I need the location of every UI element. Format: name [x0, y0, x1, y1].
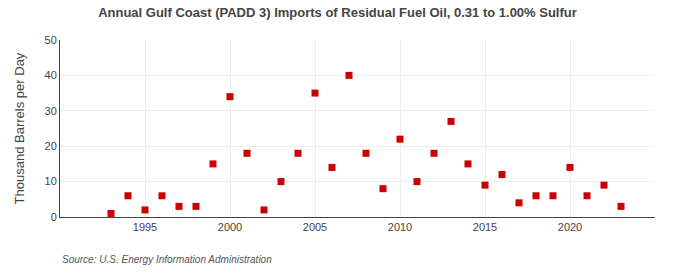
svg-text:Thousand Barrels per Day: Thousand Barrels per Day — [12, 52, 27, 204]
svg-text:50: 50 — [45, 34, 57, 46]
svg-text:Source: U.S. Energy Informatio: Source: U.S. Energy Information Administ… — [62, 254, 272, 265]
svg-text:2000: 2000 — [218, 221, 242, 233]
svg-text:0: 0 — [51, 211, 57, 223]
svg-text:40: 40 — [45, 69, 57, 81]
svg-text:2020: 2020 — [558, 221, 582, 233]
svg-text:2010: 2010 — [388, 221, 412, 233]
svg-text:2005: 2005 — [303, 221, 327, 233]
svg-text:Annual Gulf Coast (PADD 3) Imp: Annual Gulf Coast (PADD 3) Imports of Re… — [98, 5, 577, 20]
svg-text:1995: 1995 — [133, 221, 157, 233]
svg-text:2015: 2015 — [473, 221, 497, 233]
svg-text:10: 10 — [45, 175, 57, 187]
svg-text:20: 20 — [45, 140, 57, 152]
svg-text:30: 30 — [45, 105, 57, 117]
